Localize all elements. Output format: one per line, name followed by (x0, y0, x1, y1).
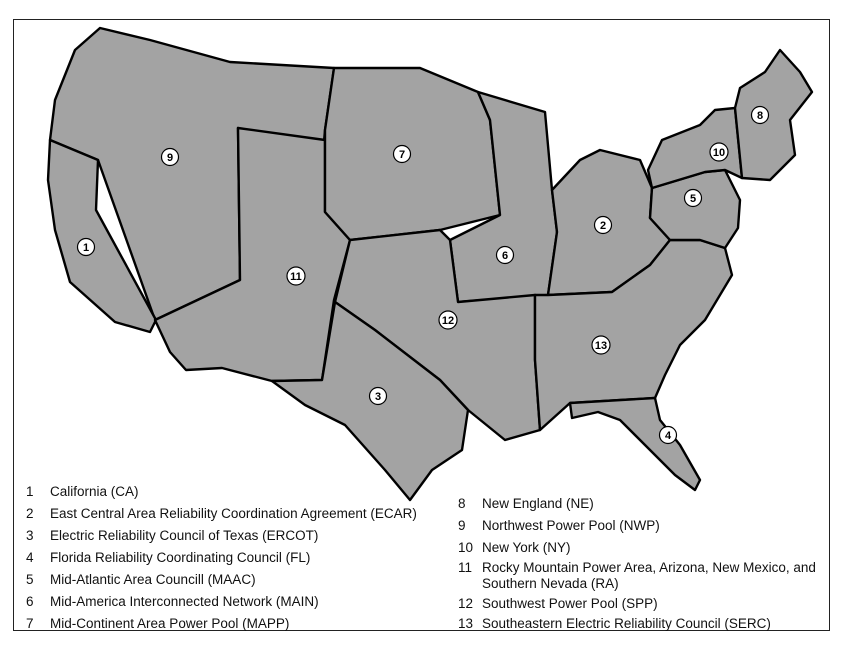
region-8-number: 8 (757, 110, 763, 122)
legend-label: Southeastern Electric Reliability Counci… (482, 616, 771, 631)
legend-number: 9 (458, 518, 466, 533)
region-7-shape (323, 66, 502, 242)
legend-label: California (CA) (50, 484, 139, 499)
region-1-number: 1 (83, 242, 89, 254)
region-5-number: 5 (690, 193, 696, 205)
region-1-marker: 1 (76, 237, 96, 257)
region-13-marker: 13 (591, 335, 611, 355)
region-11-marker: 11 (286, 266, 306, 286)
legend-label: Rocky Mountain Power Area, Arizona, New … (482, 560, 816, 591)
legend-item: 7 Mid-Continent Area Power Pool (MAPP) (26, 616, 289, 632)
legend-item: 6 Mid-America Interconnected Network (MAI… (26, 594, 319, 610)
region-1-shape (46, 138, 158, 334)
legend-item: 13 Southeastern Electric Reliability Coun… (458, 616, 771, 632)
legend-item: 11 Rocky Mountain Power Area, Arizona, Ne… (458, 560, 822, 592)
region-7-number: 7 (399, 149, 405, 161)
legend-item: 5 Mid-Atlantic Area Councill (MAAC) (26, 572, 256, 588)
region-4-shape (568, 396, 702, 492)
legend-number: 8 (458, 496, 466, 511)
region-8-marker: 8 (750, 105, 770, 125)
legend-item: 3 Electric Reliability Council of Texas (… (26, 528, 318, 544)
legend-label: Northwest Power Pool (NWP) (482, 518, 660, 533)
legend-label: Mid-Atlantic Area Councill (MAAC) (50, 572, 256, 587)
region-9-marker: 9 (160, 147, 180, 167)
region-13-shape (533, 238, 734, 432)
legend-number: 13 (458, 616, 474, 631)
region-2-marker: 2 (593, 215, 613, 235)
region-10-number: 10 (713, 147, 725, 159)
legend-number: 6 (26, 594, 34, 609)
region-6-marker: 6 (495, 245, 515, 265)
region-3-number: 3 (375, 391, 381, 403)
region-2-number: 2 (600, 220, 606, 232)
region-5-marker: 5 (683, 188, 703, 208)
region-13-number: 13 (595, 340, 607, 352)
region-4-marker: 4 (658, 425, 678, 445)
legend-number: 1 (26, 484, 34, 499)
legend-number: 2 (26, 506, 34, 521)
region-3-marker: 3 (368, 386, 388, 406)
legend-label: Electric Reliability Council of Texas (E… (50, 528, 319, 543)
legend-number: 5 (26, 572, 34, 587)
region-12-number: 12 (442, 315, 454, 327)
legend-number: 11 (458, 560, 473, 575)
region-8-shape (733, 48, 814, 182)
region-3-shape (270, 300, 470, 502)
region-10-marker: 10 (709, 142, 729, 162)
legend-label: Florida Reliability Coordinating Council… (50, 550, 311, 565)
legend-number: 7 (26, 616, 34, 631)
legend-item: 9 Northwest Power Pool (NWP) (458, 518, 660, 534)
legend-label: Mid-Continent Area Power Pool (MAPP) (50, 616, 290, 631)
legend-label: Southwest Power Pool (SPP) (482, 596, 658, 611)
legend-item: 1 California (CA) (26, 484, 139, 500)
region-4-number: 4 (665, 430, 672, 442)
region-11-number: 11 (290, 271, 302, 283)
figure-frame (13, 19, 830, 631)
legend-item: 4 Florida Reliability Coordinating Counci… (26, 550, 310, 566)
legend-number: 12 (458, 596, 474, 611)
legend-item: 12 Southwest Power Pool (SPP) (458, 596, 658, 612)
region-12-marker: 12 (438, 310, 458, 330)
region-6-number: 6 (502, 250, 508, 262)
legend-label: New England (NE) (482, 496, 594, 511)
legend-number: 10 (458, 540, 474, 555)
legend-number: 3 (26, 528, 34, 543)
legend-item: 2 East Central Area Reliability Coordinat… (26, 506, 417, 522)
legend-number: 4 (26, 550, 34, 565)
legend-label: East Central Area Reliability Coordinati… (50, 506, 417, 521)
legend-label: New York (NY) (482, 540, 571, 555)
region-9-number: 9 (167, 152, 173, 164)
legend-item: 8 New England (NE) (458, 496, 594, 512)
legend-item: 10 New York (NY) (458, 540, 571, 556)
legend-label: Mid-America Interconnected Network (MAIN… (50, 594, 319, 609)
region-7-marker: 7 (392, 144, 412, 164)
